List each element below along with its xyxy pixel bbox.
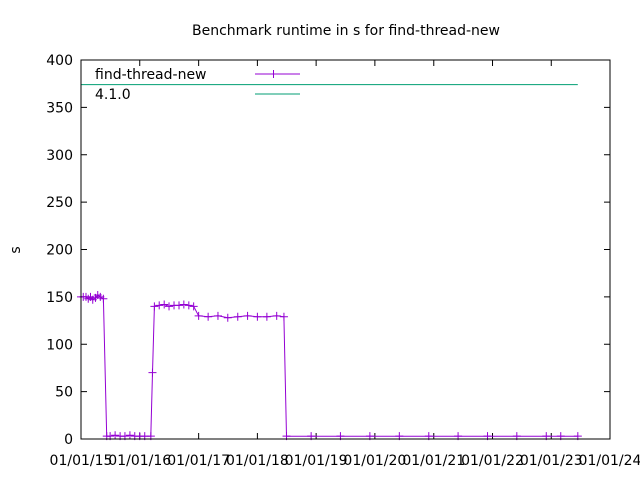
x-tick-label: 01/01/19 [285,453,348,469]
y-tick-label: 100 [46,337,73,353]
y-tick-label: 300 [46,148,73,164]
series-layer [77,84,582,441]
x-tick-label: 01/01/17 [167,453,230,469]
data-point [125,431,134,440]
data-point [160,300,169,309]
data-point [223,313,232,322]
data-point [184,301,193,310]
legend-label: 4.1.0 [95,87,131,103]
y-tick-label: 0 [64,432,73,448]
legend: find-thread-new 4.1.0 [95,67,300,103]
data-point [272,311,281,320]
plot-frame [80,59,611,440]
y-tick-label: 350 [46,100,73,116]
y-tick-label: 250 [46,195,73,211]
y-axis-label: s [8,246,24,253]
x-tick-label: 01/01/22 [461,453,524,469]
data-point [175,301,184,310]
x-tick-label: 01/01/16 [108,453,171,469]
data-point [204,312,213,321]
data-point [233,312,242,321]
series-line-0 [81,294,578,437]
data-point [262,312,271,321]
data-point [99,294,108,303]
x-tick-label: 01/01/15 [50,453,113,469]
data-point [213,311,222,320]
y-axis-ticks: 0 50 100 150 200 250 300 350 400 [46,53,610,448]
data-point [253,312,262,321]
data-point [179,300,188,309]
y-tick-label: 200 [46,243,73,259]
x-tick-label: 01/01/24 [579,453,640,469]
x-axis-ticks: 01/01/1501/01/1601/01/1701/01/1801/01/19… [50,60,640,469]
x-tick-label: 01/01/18 [226,453,289,469]
data-point [155,301,164,310]
data-point [148,368,157,377]
data-point [243,311,252,320]
chart-title: Benchmark runtime in s for find-thread-n… [192,23,500,39]
y-tick-label: 150 [46,290,73,306]
data-point [165,302,174,311]
data-point [194,311,203,320]
data-point [150,302,159,311]
legend-label: find-thread-new [95,67,207,83]
data-point [279,312,288,321]
x-tick-label: 01/01/23 [520,453,583,469]
y-tick-label: 400 [46,53,73,69]
y-tick-label: 50 [55,385,73,401]
x-tick-label: 01/01/20 [343,453,406,469]
data-point [111,431,120,440]
data-point [84,294,93,303]
x-tick-label: 01/01/21 [402,453,465,469]
data-point [189,302,198,311]
